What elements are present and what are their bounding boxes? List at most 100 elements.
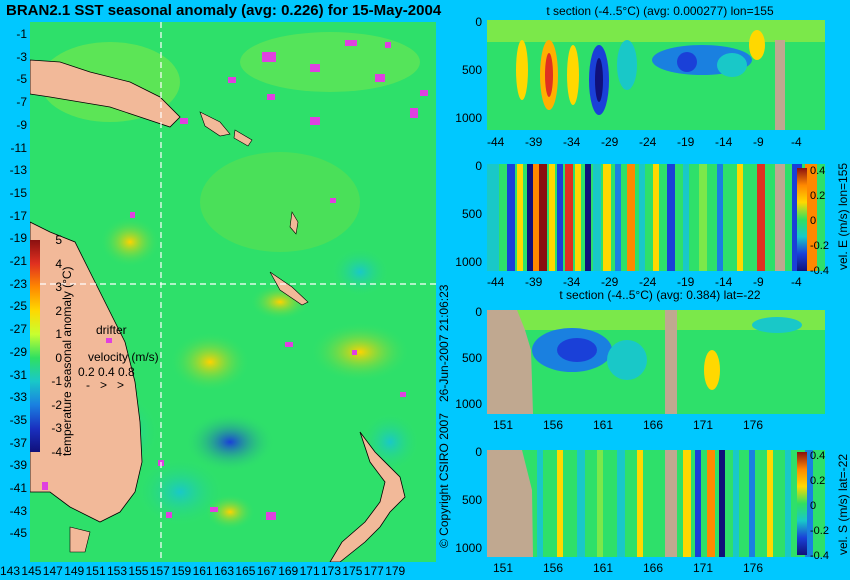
panel-4-colorbar-tick: -0.2 <box>810 525 829 537</box>
panel-4-yaxis: 0 500 1000 <box>444 445 484 557</box>
lat-tick-label: -25 <box>9 299 27 314</box>
longitude-axis: 143 145 147 149 151 153 155 157 159 161 163 165 167 1… <box>0 564 436 578</box>
panel-4-xtick: 176 <box>743 561 764 575</box>
panel-2-colorbar-tick: 0.4 <box>810 165 826 177</box>
lat-tick-label: -19 <box>9 231 27 246</box>
panel-4-colorbar-tick: 0 <box>810 500 817 512</box>
velocity-values: 0.2 0.4 0.8 <box>78 365 135 379</box>
panel-4-xaxis: 151 156 161 166 171 176 <box>487 561 825 575</box>
panel-4-xtick: 166 <box>643 561 664 575</box>
panel-4-ytick: 0 <box>475 445 482 459</box>
panel-2-colorbar <box>797 168 807 271</box>
lat-tick-label: -9 <box>16 117 27 132</box>
lon-tick-label: 165 <box>235 564 256 578</box>
panel-2-colorbar-tick: 0.2 <box>810 190 826 202</box>
australia-landmass <box>30 221 143 523</box>
panel-1-xaxis: -44 -39 -34 -29 -24 -19 -14 -9 -4 <box>487 135 825 149</box>
panel-2-xtick: -24 <box>639 275 657 289</box>
panel-2-ytick: 500 <box>461 207 482 221</box>
panel-4-colorbar-tick: -0.4 <box>810 550 829 562</box>
lon-tick-label: 171 <box>299 564 320 578</box>
colorbar-label: temperature seasonal anomaly (°C) <box>60 266 74 456</box>
panel-1-xtick: -9 <box>753 135 764 149</box>
lon-tick-label: 155 <box>128 564 149 578</box>
panel-1-yaxis: 0 500 1000 <box>444 15 484 130</box>
lon-tick-label: 167 <box>256 564 277 578</box>
drifter-markers <box>42 40 428 520</box>
panel-1-xtick: -19 <box>677 135 695 149</box>
panel-2-xtick: -19 <box>677 275 695 289</box>
drifter-label: drifter <box>96 323 127 337</box>
lon-tick-label: 175 <box>342 564 363 578</box>
panel-4-xtick: 151 <box>493 561 514 575</box>
new-guinea-landmass <box>30 59 181 128</box>
panel-3-ytick: 1000 <box>455 397 482 411</box>
colorbar-tick-label: -2 <box>51 397 62 412</box>
panel-3-xaxis: 151 156 161 166 171 176 <box>487 418 825 432</box>
panel-4-colorbar-ticks: 0.4 0.2 0 -0.2 -0.4 <box>810 450 834 562</box>
colorbar-tick-label: 2 <box>55 303 62 318</box>
panel-1-xtick: -4 <box>791 135 802 149</box>
lat-tick-label: -33 <box>9 390 27 405</box>
panel-1-xtick: -44 <box>487 135 505 149</box>
colorbar-tick-label: -3 <box>51 421 62 435</box>
panel-2-xtick: -39 <box>525 275 543 289</box>
lat-tick-label: -31 <box>9 367 27 382</box>
lat-tick-label: -21 <box>9 254 27 268</box>
lon-tick-label: 149 <box>64 564 85 578</box>
lon-tick-label: 159 <box>171 564 192 578</box>
panel-1-ytick: 1000 <box>455 111 482 125</box>
latitude-axis: -1 -3 -5 -7 -9 -11 -13 -15 -17 -19 -21 -23 -25 -27 -29… <box>0 22 29 562</box>
velocity-label: velocity (m/s) <box>88 350 159 364</box>
panel-2-plot <box>487 164 825 271</box>
colorbar-tick-label: 5 <box>55 233 62 247</box>
colorbar-tick-label: 1 <box>55 327 62 341</box>
lon-tick-label: 143 <box>0 564 21 578</box>
lat-tick-label: -11 <box>10 140 27 155</box>
colorbar-tick-label: 3 <box>55 280 62 294</box>
panel-1-ytick: 500 <box>461 63 482 77</box>
lat-tick-label: -43 <box>9 503 27 518</box>
panel-4-side-label: vel. S (m/s) lat=-22 <box>836 453 850 555</box>
lat-tick-label: -45 <box>9 526 27 541</box>
panel-1-xtick: -29 <box>601 135 619 149</box>
lat-tick-label: -35 <box>9 412 27 427</box>
panel-2-xtick: -14 <box>715 275 733 289</box>
lon-tick-label: 179 <box>385 564 406 578</box>
panel-4-ytick: 500 <box>461 493 482 507</box>
panel-2-xaxis: -44 -39 -34 -29 -24 -19 -14 -9 -4 <box>487 275 825 289</box>
panel-2-yaxis: 0 500 1000 <box>444 159 484 271</box>
panel-2-xtick: -29 <box>601 275 619 289</box>
panel-4-xtick: 161 <box>593 561 614 575</box>
panel-3-xtick: 151 <box>493 418 514 432</box>
panel-2-colorbar-tick: -0.4 <box>810 265 829 277</box>
panel-2-xtick: -9 <box>753 275 764 289</box>
panel-4-colorbar-tick: 0.4 <box>810 450 826 462</box>
panel-2-xtick: -44 <box>487 275 505 289</box>
panel-3-xtick: 171 <box>693 418 714 432</box>
panel-3-xtick: 161 <box>593 418 614 432</box>
lon-tick-label: 169 <box>278 564 299 578</box>
lat-tick-label: -39 <box>9 458 27 473</box>
panel-2-colorbar-tick: -0.2 <box>810 240 829 252</box>
lat-tick-label: -3 <box>16 49 27 64</box>
lon-tick-label: 147 <box>42 564 63 578</box>
sst-colorbar <box>30 240 40 452</box>
panel-1-title: t section (-4..5°C) (avg: 0.000277) lon=… <box>546 4 774 18</box>
colorbar-ticks: 5 4 3 2 1 0 -1 -2 -3 -4 <box>44 233 64 459</box>
lat-tick-label: -15 <box>9 185 27 200</box>
lat-tick-label: -13 <box>9 163 27 178</box>
lon-tick-label: 157 <box>149 564 170 578</box>
panel-1-plot <box>487 20 825 130</box>
new-zealand-landmass <box>329 431 406 562</box>
lon-tick-label: 145 <box>21 564 42 578</box>
panel-4-xtick: 171 <box>693 561 714 575</box>
lat-tick-label: -41 <box>9 481 27 495</box>
panel-2-xtick: -4 <box>791 275 802 289</box>
panel-2-xtick: -34 <box>563 275 581 289</box>
colorbar-tick-label: -1 <box>51 374 62 388</box>
panel-3-plot <box>487 310 825 414</box>
panel-3-yaxis: 0 500 1000 <box>444 305 484 414</box>
lat-tick-label: -1 <box>16 27 27 41</box>
panel-4-colorbar-tick: 0.2 <box>810 475 826 487</box>
